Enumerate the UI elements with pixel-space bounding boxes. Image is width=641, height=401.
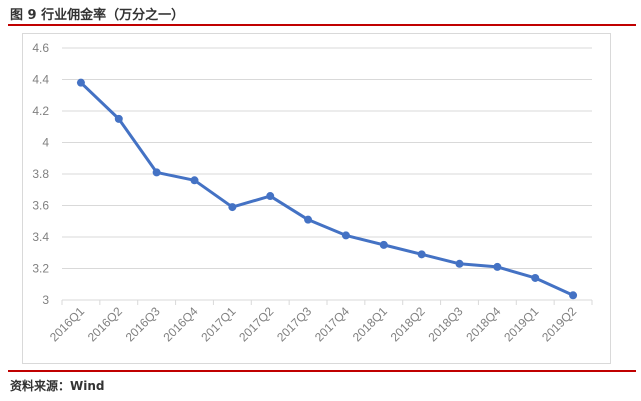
x-tick-label: 2018Q2 <box>388 304 428 344</box>
y-tick-label: 3.2 <box>32 262 49 276</box>
x-tick-label: 2017Q3 <box>274 304 314 344</box>
data-point <box>152 168 161 177</box>
source-note: 资料来源：Wind <box>10 379 105 393</box>
series-line <box>79 81 575 297</box>
x-tick-label: 2018Q3 <box>426 304 466 344</box>
x-tick-label: 2016Q1 <box>47 304 87 344</box>
data-point <box>379 240 388 249</box>
y-tick-label: 3.8 <box>32 167 49 181</box>
data-point <box>531 273 540 282</box>
data-point <box>304 215 313 224</box>
y-tick-label: 4.6 <box>32 41 49 55</box>
top-rule <box>8 24 636 26</box>
x-tick-label: 2017Q2 <box>236 304 276 344</box>
x-tick-label: 2019Q2 <box>539 304 579 344</box>
data-point <box>455 259 464 268</box>
data-point <box>493 262 502 271</box>
x-tick-label: 2016Q3 <box>123 304 163 344</box>
x-tick-label: 2019Q1 <box>501 304 541 344</box>
y-tick-label: 4 <box>42 136 49 150</box>
data-point <box>114 114 123 123</box>
data-point <box>228 203 237 212</box>
y-tick-label: 3 <box>42 293 49 307</box>
y-tick-label: 4.4 <box>32 73 49 87</box>
bottom-rule <box>8 370 636 372</box>
data-point <box>417 250 426 259</box>
chart-container <box>22 33 611 364</box>
x-tick-label: 2018Q4 <box>463 304 503 344</box>
data-point <box>190 176 199 185</box>
figure-title: 图 9 行业佣金率（万分之一） <box>10 8 185 23</box>
y-tick-label: 4.2 <box>32 104 49 118</box>
x-tick-label: 2018Q1 <box>350 304 390 344</box>
x-tick-label: 2016Q2 <box>85 304 125 344</box>
x-tick-label: 2017Q1 <box>198 304 238 344</box>
data-point <box>76 78 85 87</box>
y-tick-label: 3.4 <box>32 230 49 244</box>
data-point <box>341 231 350 240</box>
data-point <box>569 291 578 300</box>
x-tick-label: 2016Q4 <box>161 304 201 344</box>
y-tick-label: 3.6 <box>32 199 49 213</box>
data-point <box>266 192 275 201</box>
x-tick-label: 2017Q4 <box>312 304 352 344</box>
